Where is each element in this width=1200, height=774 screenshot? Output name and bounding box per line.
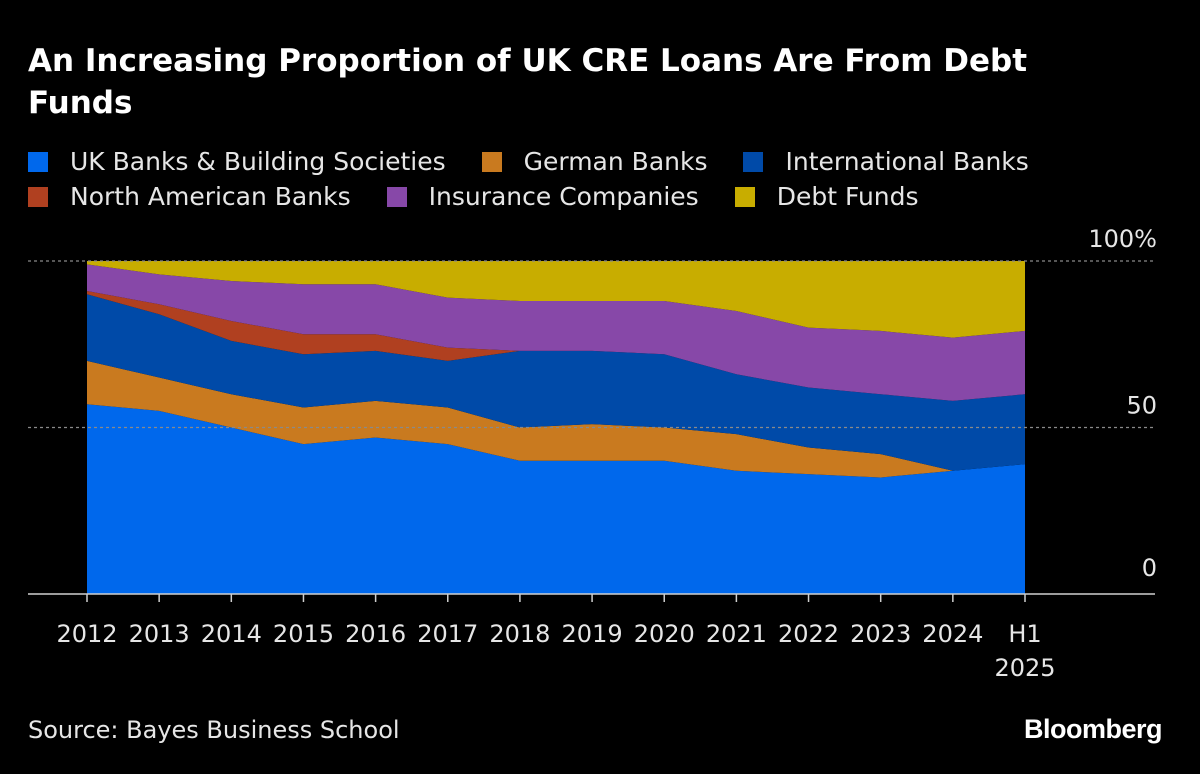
y-tick-label: 100% [1088,225,1157,253]
x-tick-label: 2020 [634,620,695,648]
legend-item-international-banks: International Banks [743,147,1029,176]
area-insurance-companies [87,264,1025,401]
x-tick-label: 2022 [778,620,839,648]
x-tick-label: 2017 [417,620,478,648]
legend-swatch [28,186,48,207]
x-tick-label: 2018 [489,620,550,648]
legend-swatch [28,151,48,172]
x-tick-label: 2014 [201,620,262,648]
chart-title: An Increasing Proportion of UK CRE Loans… [28,43,1028,121]
x-tick-label: 2024 [922,620,983,648]
legend-item-north-american-banks: North American Banks [28,182,351,211]
x-tick-label: H1 [1008,620,1041,648]
x-tick-label: 2021 [706,620,767,648]
y-tick-label: 50 [1126,392,1157,420]
legend-swatch [386,186,407,207]
bloomberg-logo: Bloomberg [1023,714,1163,744]
area-uk-banks-building-societies [87,404,1025,594]
legend-label: North American Banks [70,182,351,211]
x-tick-label: 2015 [273,620,334,648]
x-tick-label: 2025 [994,654,1055,682]
source-note: Source: Bayes Business School [28,716,400,744]
legend-label: Debt Funds [776,182,919,211]
legend-swatch [734,186,755,207]
legend-label: UK Banks & Building Societies [70,147,446,176]
area-debt-funds [87,261,1025,338]
legend: UK Banks & Building Societies German Ban… [28,144,1148,214]
legend-label: Insurance Companies [428,182,699,211]
x-tick-label: 2019 [562,620,623,648]
area-international-banks [87,294,1025,471]
legend-item-insurance-companies: Insurance Companies [386,182,699,211]
x-tick-label: 2023 [850,620,911,648]
legend-item-german-banks: German Banks [481,147,708,176]
x-tick-label: 2012 [56,620,117,648]
legend-item-uk-banks: UK Banks & Building Societies [28,147,446,176]
x-tick-label: 2016 [345,620,406,648]
x-tick-label: 2013 [129,620,190,648]
area-north-american-banks [87,290,1025,401]
legend-item-debt-funds: Debt Funds [734,182,919,211]
y-tick-label: 0 [1142,554,1157,582]
legend-label: German Banks [523,147,708,176]
legend-label: International Banks [785,147,1029,176]
area-german-banks [87,360,1025,478]
legend-swatch [481,151,502,172]
legend-swatch [743,151,764,172]
